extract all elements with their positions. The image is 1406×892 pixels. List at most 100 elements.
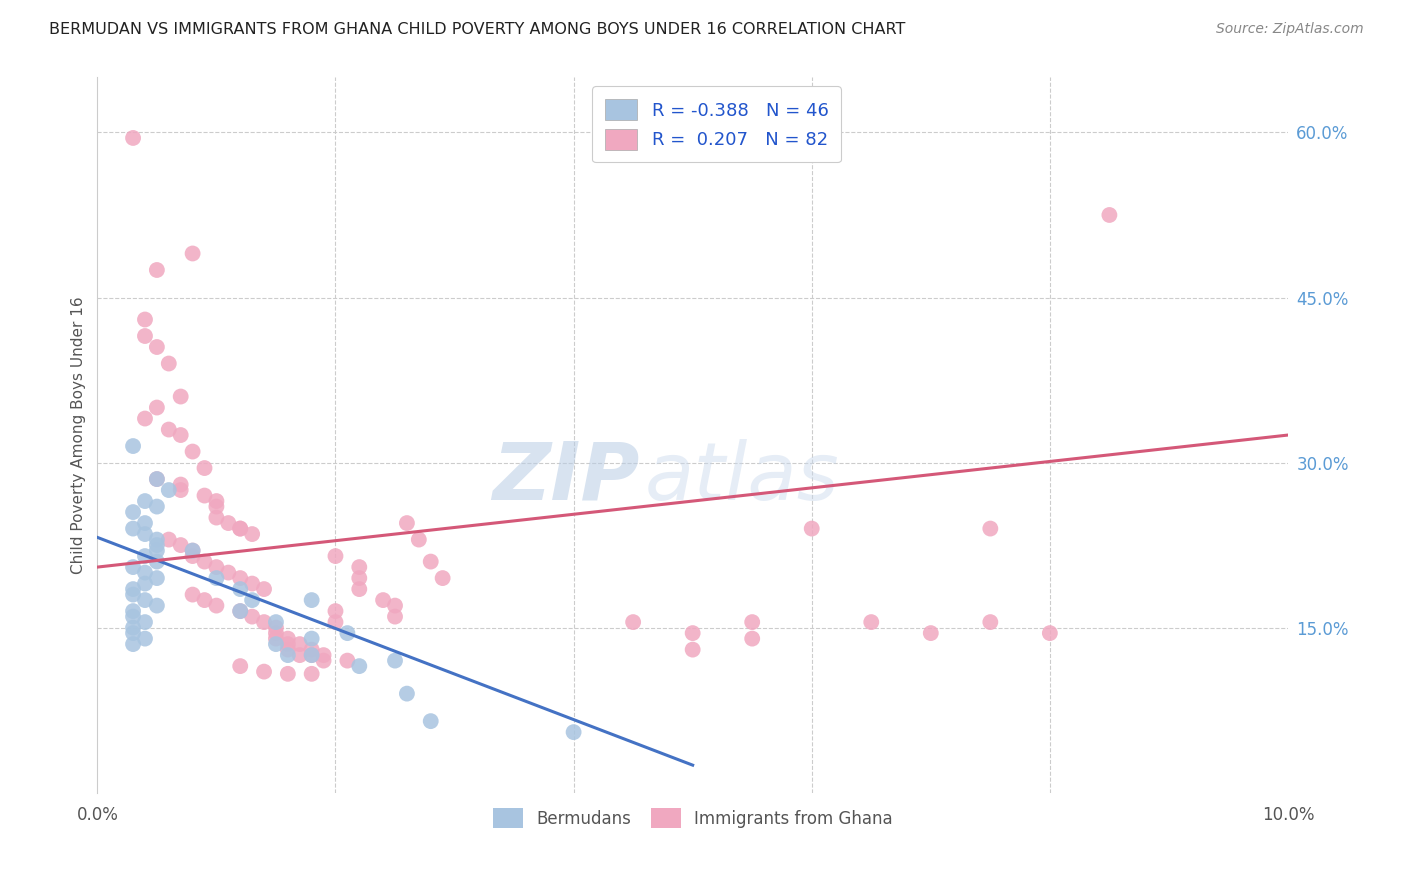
Point bbox=[170, 483, 193, 497]
Point bbox=[264, 626, 287, 640]
Point bbox=[170, 428, 193, 442]
Point bbox=[181, 543, 204, 558]
Point bbox=[229, 522, 252, 536]
Point bbox=[301, 593, 323, 607]
Point bbox=[384, 609, 406, 624]
Point bbox=[181, 549, 204, 563]
Point bbox=[157, 423, 180, 437]
Point bbox=[146, 599, 169, 613]
Point bbox=[301, 648, 323, 662]
Point bbox=[181, 588, 204, 602]
Point bbox=[193, 593, 215, 607]
Point bbox=[134, 632, 156, 646]
Point bbox=[170, 390, 193, 404]
Point bbox=[979, 522, 1001, 536]
Point bbox=[240, 609, 263, 624]
Point bbox=[253, 615, 276, 629]
Point bbox=[134, 329, 156, 343]
Point bbox=[419, 555, 441, 569]
Point bbox=[205, 560, 228, 574]
Point bbox=[277, 666, 299, 681]
Point bbox=[562, 725, 585, 739]
Point bbox=[193, 461, 215, 475]
Point bbox=[288, 637, 311, 651]
Point bbox=[741, 632, 763, 646]
Point bbox=[301, 648, 323, 662]
Point bbox=[122, 439, 145, 453]
Point bbox=[134, 411, 156, 425]
Legend: Bermudans, Immigrants from Ghana: Bermudans, Immigrants from Ghana bbox=[486, 802, 900, 834]
Point bbox=[384, 654, 406, 668]
Point bbox=[349, 571, 371, 585]
Y-axis label: Child Poverty Among Boys Under 16: Child Poverty Among Boys Under 16 bbox=[72, 296, 86, 574]
Point bbox=[205, 494, 228, 508]
Point bbox=[253, 665, 276, 679]
Point bbox=[384, 599, 406, 613]
Point bbox=[122, 588, 145, 602]
Point bbox=[229, 604, 252, 618]
Point bbox=[264, 637, 287, 651]
Point bbox=[301, 642, 323, 657]
Point bbox=[288, 648, 311, 662]
Point bbox=[170, 477, 193, 491]
Point bbox=[240, 576, 263, 591]
Point bbox=[682, 642, 704, 657]
Point bbox=[301, 632, 323, 646]
Point bbox=[325, 549, 347, 563]
Text: Source: ZipAtlas.com: Source: ZipAtlas.com bbox=[1216, 22, 1364, 37]
Point bbox=[134, 615, 156, 629]
Point bbox=[193, 489, 215, 503]
Text: atlas: atlas bbox=[645, 439, 839, 517]
Point bbox=[134, 312, 156, 326]
Point bbox=[229, 522, 252, 536]
Text: BERMUDAN VS IMMIGRANTS FROM GHANA CHILD POVERTY AMONG BOYS UNDER 16 CORRELATION : BERMUDAN VS IMMIGRANTS FROM GHANA CHILD … bbox=[49, 22, 905, 37]
Point bbox=[157, 483, 180, 497]
Text: ZIP: ZIP bbox=[492, 439, 640, 517]
Point bbox=[349, 582, 371, 596]
Point bbox=[682, 626, 704, 640]
Point bbox=[395, 516, 418, 530]
Point bbox=[621, 615, 644, 629]
Point bbox=[395, 687, 418, 701]
Point bbox=[325, 615, 347, 629]
Point bbox=[122, 609, 145, 624]
Point bbox=[277, 637, 299, 651]
Point bbox=[146, 500, 169, 514]
Point bbox=[134, 566, 156, 580]
Point bbox=[146, 533, 169, 547]
Point bbox=[122, 626, 145, 640]
Point bbox=[122, 621, 145, 635]
Point bbox=[277, 632, 299, 646]
Point bbox=[134, 549, 156, 563]
Point bbox=[312, 654, 335, 668]
Point bbox=[1098, 208, 1121, 222]
Point bbox=[122, 582, 145, 596]
Point bbox=[229, 582, 252, 596]
Point bbox=[253, 582, 276, 596]
Point bbox=[229, 659, 252, 673]
Point bbox=[134, 576, 156, 591]
Point bbox=[240, 527, 263, 541]
Point bbox=[800, 522, 823, 536]
Point bbox=[264, 621, 287, 635]
Point bbox=[134, 494, 156, 508]
Point bbox=[205, 571, 228, 585]
Point bbox=[336, 654, 359, 668]
Point bbox=[217, 566, 239, 580]
Point bbox=[146, 401, 169, 415]
Point bbox=[181, 246, 204, 260]
Point bbox=[146, 555, 169, 569]
Point bbox=[240, 593, 263, 607]
Point bbox=[205, 510, 228, 524]
Point bbox=[325, 604, 347, 618]
Point bbox=[205, 599, 228, 613]
Point bbox=[205, 500, 228, 514]
Point bbox=[122, 560, 145, 574]
Point bbox=[371, 593, 394, 607]
Point bbox=[122, 522, 145, 536]
Point bbox=[419, 714, 441, 728]
Point bbox=[1039, 626, 1062, 640]
Point bbox=[134, 527, 156, 541]
Point bbox=[860, 615, 883, 629]
Point bbox=[146, 571, 169, 585]
